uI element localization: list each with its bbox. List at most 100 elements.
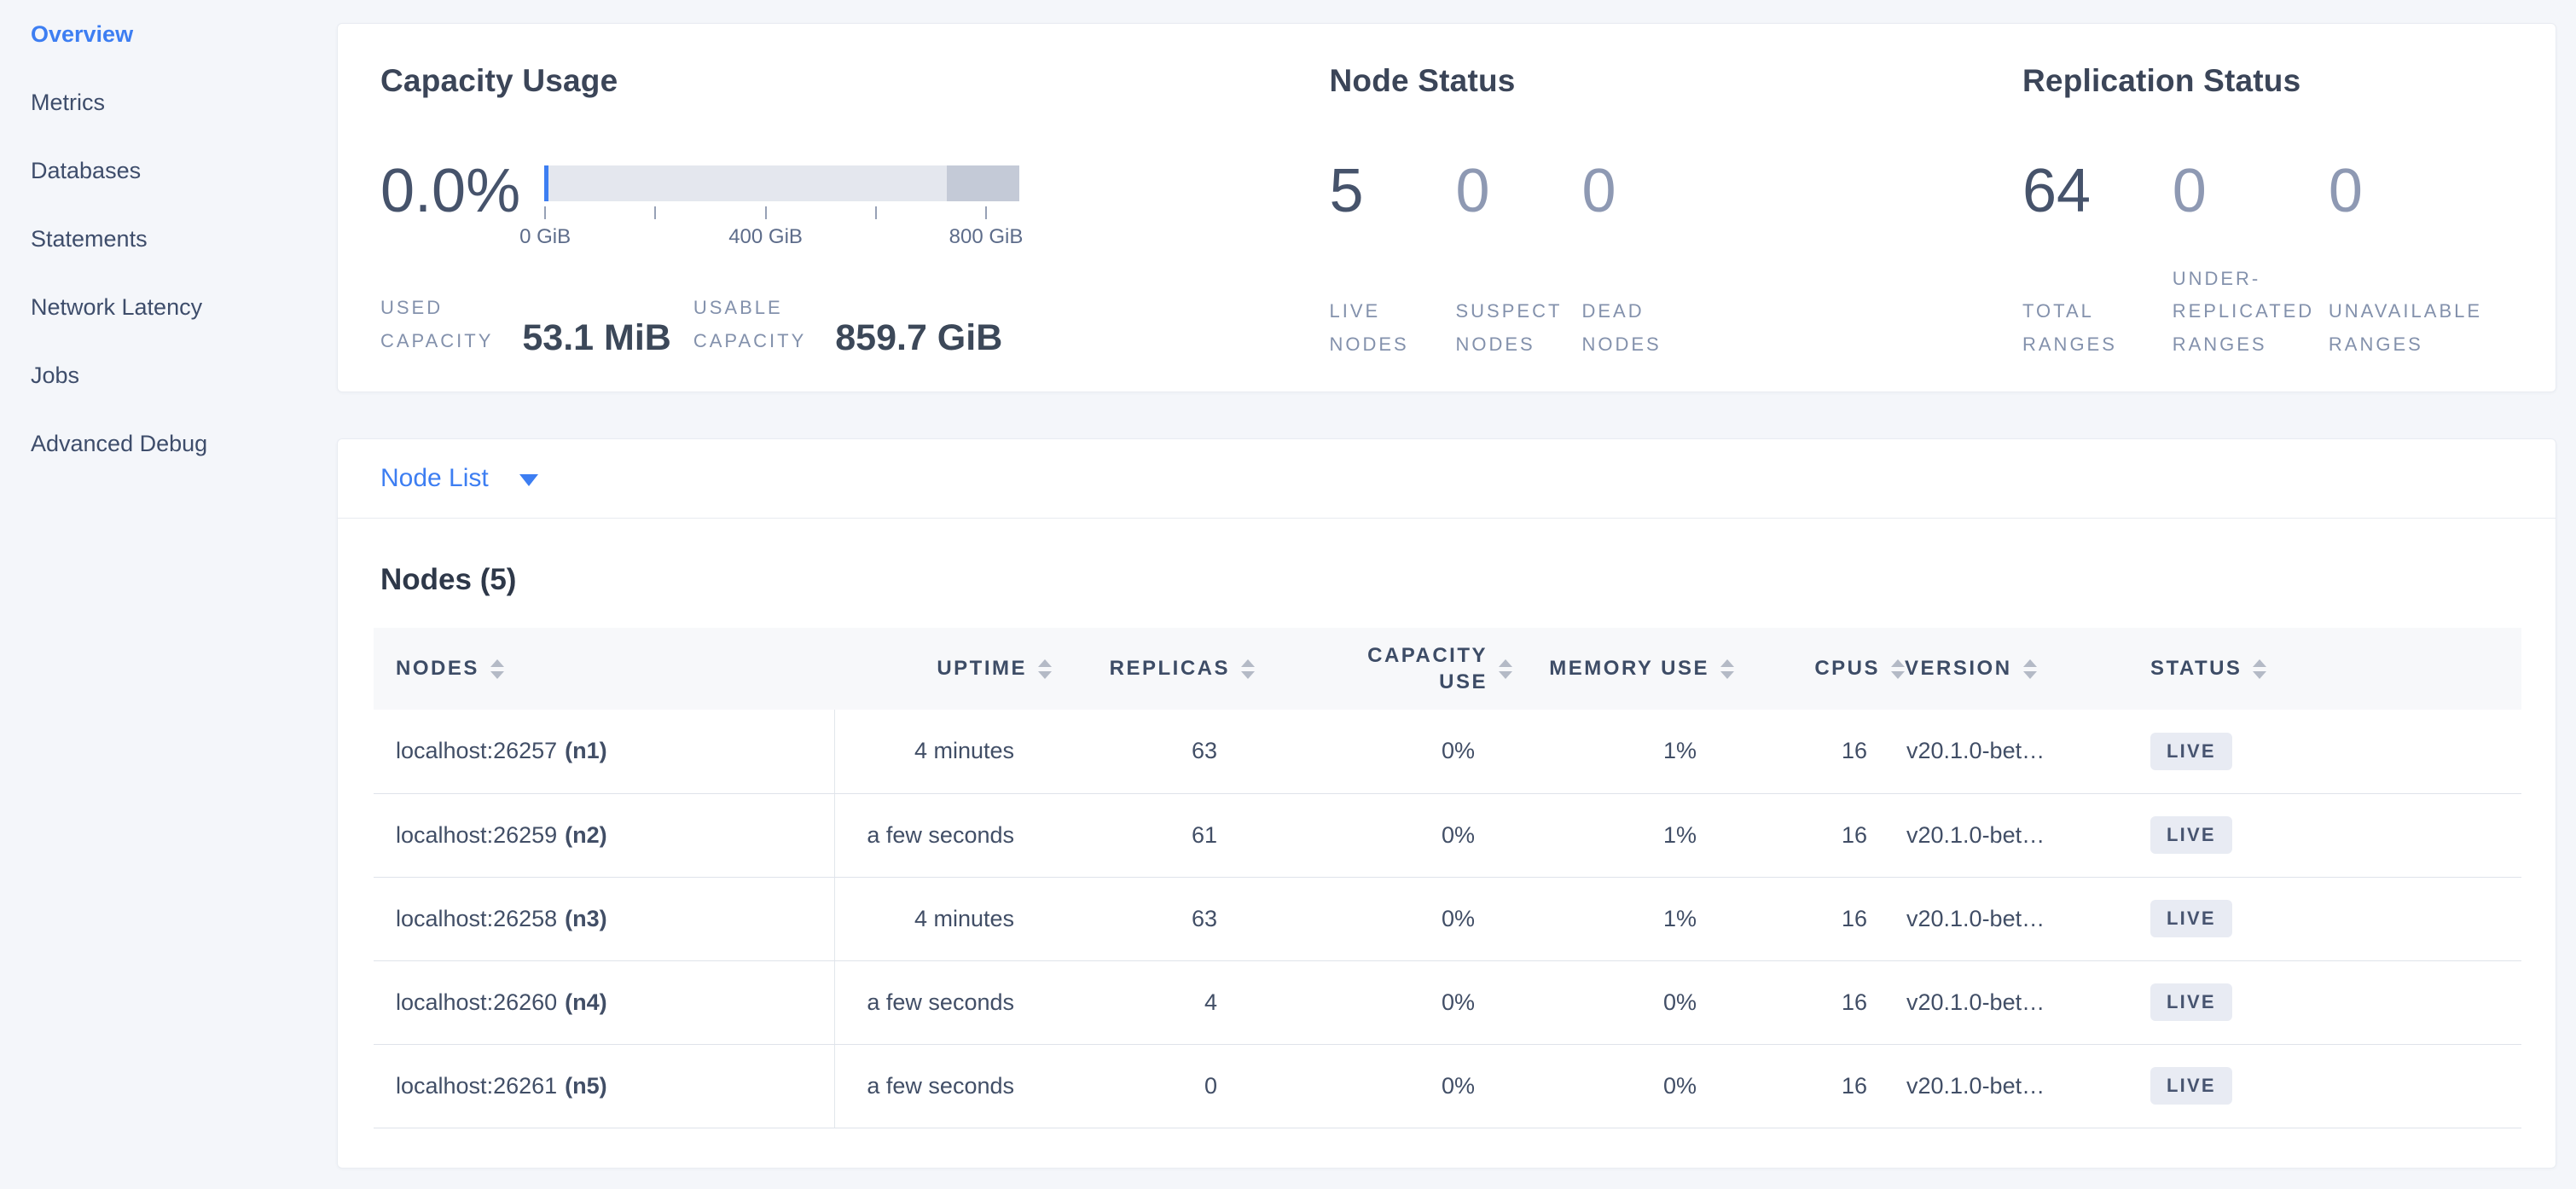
table-row-node-4[interactable]: localhost:26260 (n4) a few seconds 4 0% 0…	[374, 960, 2521, 1045]
node-address[interactable]: localhost:26261	[396, 1072, 558, 1099]
label-line: UNAVAILABLE	[2328, 300, 2483, 322]
suspect-nodes-stat: 0 SUSPECT NODES	[1456, 160, 1582, 361]
memory-use-cell: 1%	[1512, 877, 1734, 961]
gauge-tick: 800 GiB	[949, 206, 1023, 248]
sort-icon	[2253, 658, 2267, 679]
label-line: NODES	[1455, 333, 1535, 355]
table-header-row: NODES UPTIME REPLICAS CAPACITY	[374, 628, 2521, 710]
sort-icon	[1038, 658, 1052, 679]
sort-icon	[2022, 658, 2037, 679]
capacity-percent: 0.0%	[380, 157, 521, 225]
table-row-node-1[interactable]: localhost:26257 (n1) 4 minutes 63 0% 1% 1…	[374, 710, 2521, 794]
sort-icon	[1499, 658, 1512, 679]
memory-use-cell: 0%	[1512, 960, 1734, 1045]
dead-nodes-value: 0	[1581, 157, 1616, 225]
column-label: REPLICAS	[1109, 657, 1230, 681]
replicas-cell: 4	[1052, 960, 1255, 1045]
label-line: TOTAL	[2022, 300, 2094, 322]
column-header-memory-use[interactable]: MEMORY USE	[1512, 628, 1734, 710]
capacity-gauge-bar	[544, 165, 1020, 201]
sidebar-item-statements[interactable]: Statements	[31, 225, 148, 252]
capacity-use-cell: 0%	[1255, 877, 1512, 961]
column-label: CPUS	[1814, 657, 1880, 681]
capacity-usage-section: Capacity Usage 0.0% 0 GiB 400 GiB	[380, 63, 1330, 392]
gauge-tick: 400 GiB	[728, 206, 803, 248]
status-badge: LIVE	[2150, 983, 2232, 1021]
suspect-nodes-value: 0	[1455, 157, 1490, 225]
usable-capacity-label: USABLE CAPACITY	[693, 292, 806, 357]
column-header-replicas[interactable]: REPLICAS	[1052, 628, 1255, 710]
table-row-node-3[interactable]: localhost:26258 (n3) 4 minutes 63 0% 1% 1…	[374, 877, 2521, 961]
uptime-cell: a few seconds	[834, 960, 1052, 1045]
sort-icon	[1891, 658, 1905, 679]
label-line: RANGES	[2328, 333, 2423, 355]
cluster-summary-card: Capacity Usage 0.0% 0 GiB 400 GiB	[337, 23, 2556, 392]
label-line: RANGES	[2022, 333, 2117, 355]
table-row-node-2[interactable]: localhost:26259 (n2) a few seconds 61 0% …	[374, 793, 2521, 878]
node-id: (n4)	[565, 989, 607, 1015]
node-list-dropdown-label: Node List	[380, 464, 489, 492]
capacity-use-cell: 0%	[1255, 710, 1512, 794]
unavailable-ranges-value: 0	[2328, 157, 2363, 225]
sidebar-item-metrics[interactable]: Metrics	[31, 89, 105, 115]
uptime-cell: a few seconds	[834, 1044, 1052, 1128]
node-id: (n5)	[565, 1072, 607, 1099]
node-list-dropdown[interactable]: Node List	[380, 464, 538, 493]
sidebar-item-network-latency[interactable]: Network Latency	[31, 293, 203, 320]
sidebar-item-databases[interactable]: Databases	[31, 157, 142, 183]
node-id: (n3)	[565, 905, 607, 931]
replication-status-section: Replication Status 64 TOTAL RANGES 0 UND…	[2022, 63, 2513, 392]
table-row-node-5[interactable]: localhost:26261 (n5) a few seconds 0 0% 0…	[374, 1044, 2521, 1128]
status-badge: LIVE	[2150, 816, 2232, 854]
column-label: MEMORY USE	[1549, 657, 1709, 681]
column-label: USE	[1439, 670, 1488, 693]
column-header-version[interactable]: VERSION	[1905, 628, 2116, 710]
status-badge: LIVE	[2150, 1067, 2232, 1105]
column-label: NODES	[396, 657, 479, 681]
version-cell: v20.1.0-bet…	[1905, 1044, 2116, 1128]
label-line: USABLE	[693, 297, 783, 318]
capacity-use-cell: 0%	[1255, 793, 1512, 878]
node-list-card: Node List Nodes (5) NODES UPTIME	[337, 438, 2556, 1169]
version-cell: v20.1.0-bet…	[1905, 710, 2116, 794]
usable-capacity-stat: USABLE CAPACITY 859.7 GiB	[693, 292, 1002, 357]
gauge-tick	[654, 206, 657, 219]
unavailable-ranges-stat: 0 UNAVAILABLE RANGES	[2329, 160, 2513, 361]
used-capacity-label: USED CAPACITY	[380, 292, 493, 357]
label-line: SUSPECT	[1455, 300, 1563, 322]
capacity-use-cell: 0%	[1255, 960, 1512, 1045]
column-label: VERSION	[1905, 657, 2012, 681]
capacity-use-cell: 0%	[1255, 1044, 1512, 1128]
under-replicated-ranges-label: UNDER- REPLICATED RANGES	[2173, 263, 2329, 362]
sidebar-item-overview[interactable]: Overview	[31, 20, 134, 47]
node-address[interactable]: localhost:26257	[396, 738, 558, 764]
live-nodes-label: LIVE NODES	[1330, 295, 1456, 361]
column-header-nodes[interactable]: NODES	[374, 628, 834, 710]
column-header-capacity-use[interactable]: CAPACITY USE	[1255, 628, 1512, 710]
unavailable-ranges-label: UNAVAILABLE RANGES	[2329, 295, 2513, 361]
column-header-status[interactable]: STATUS	[2116, 628, 2521, 710]
column-header-cpus[interactable]: CPUS	[1734, 628, 1905, 710]
version-cell: v20.1.0-bet…	[1905, 793, 2116, 878]
sort-icon	[490, 658, 504, 679]
under-replicated-ranges-stat: 0 UNDER- REPLICATED RANGES	[2173, 160, 2329, 361]
total-ranges-stat: 64 TOTAL RANGES	[2022, 160, 2173, 361]
sidebar-item-advanced-debug[interactable]: Advanced Debug	[31, 430, 208, 456]
uptime-cell: a few seconds	[834, 793, 1052, 878]
label-line: USED	[380, 297, 444, 318]
column-header-uptime[interactable]: UPTIME	[834, 628, 1052, 710]
column-label: CAPACITY	[1367, 643, 1488, 667]
nodes-count-heading: Nodes (5)	[380, 563, 517, 596]
node-address[interactable]: localhost:26260	[396, 989, 558, 1015]
gauge-tick-label: 0 GiB	[519, 225, 571, 248]
replication-status-title: Replication Status	[2022, 63, 2301, 98]
gauge-tick	[874, 206, 877, 219]
suspect-nodes-label: SUSPECT NODES	[1456, 295, 1582, 361]
label-line: LIVE	[1329, 300, 1381, 322]
total-ranges-label: TOTAL RANGES	[2022, 295, 2173, 361]
node-address[interactable]: localhost:26258	[396, 905, 558, 931]
label-line: NODES	[1581, 333, 1662, 355]
node-address[interactable]: localhost:26259	[396, 821, 558, 848]
label-line: CAPACITY	[693, 329, 807, 351]
sidebar-item-jobs[interactable]: Jobs	[31, 362, 80, 388]
